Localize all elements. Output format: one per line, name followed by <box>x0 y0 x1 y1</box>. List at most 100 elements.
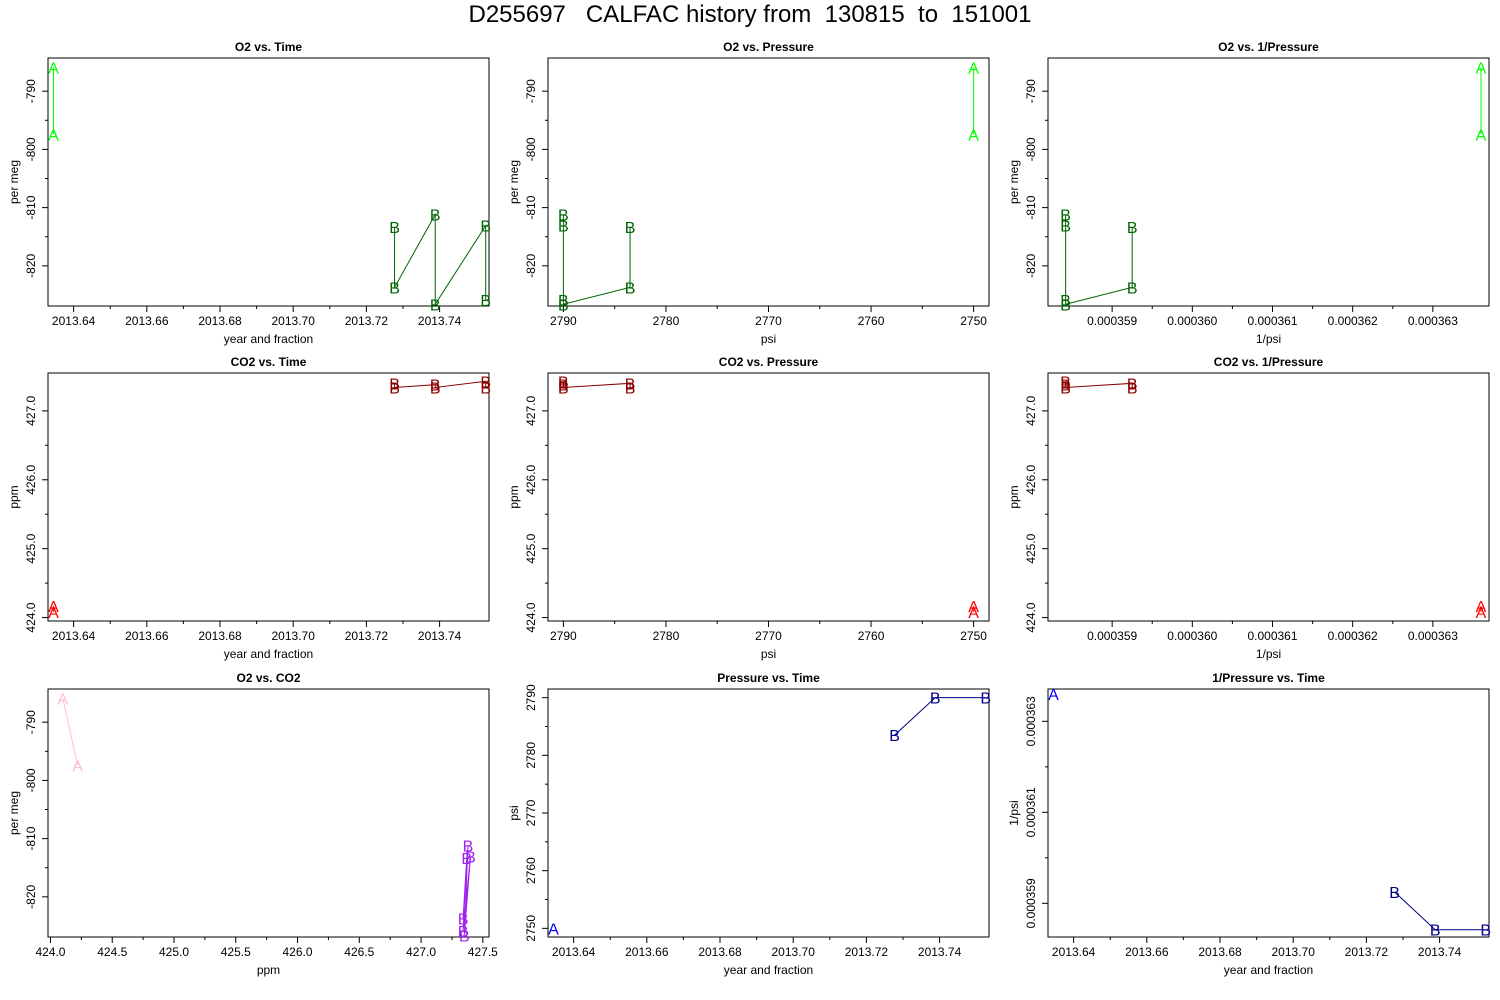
x-tick-label: 2013.68 <box>198 314 242 328</box>
y-tick-label: 2760 <box>524 857 538 884</box>
series-line <box>562 214 631 305</box>
data-point-marker: A <box>968 605 979 622</box>
y-tick-label: 2780 <box>524 742 538 769</box>
y-tick-label: -810 <box>24 826 38 850</box>
x-tick-label: 2013.70 <box>272 629 316 643</box>
chart-panel: O2 vs. Time 2013.64 2013.66 2013.68 2013.70 2… <box>7 40 491 346</box>
y-tick-label: 426.0 <box>1024 464 1038 494</box>
x-tick-label: 2013.74 <box>418 314 462 328</box>
series-line <box>462 845 471 936</box>
data-point-marker: B <box>430 297 441 314</box>
x-tick-label: 0.000359 <box>1087 629 1137 643</box>
data-point-marker: B <box>461 851 472 868</box>
y-tick-label: 425.0 <box>1024 533 1038 563</box>
data-point-marker: B <box>458 924 469 941</box>
x-axis-label: year and fraction <box>224 332 313 346</box>
plot-frame <box>47 57 490 307</box>
x-tick-label: 2013.64 <box>552 945 596 959</box>
y-tick-label: -820 <box>24 254 38 278</box>
data-point-marker: B <box>430 378 441 395</box>
y-tick-label: 2790 <box>524 684 538 711</box>
series-line <box>562 381 631 388</box>
x-tick-label: 2013.66 <box>625 945 669 959</box>
y-tick-label: 0.000361 <box>1024 787 1038 837</box>
data-point-marker: B <box>1127 280 1138 297</box>
data-point-marker: B <box>558 297 569 314</box>
x-tick-label: 427.0 <box>406 945 436 959</box>
chart-title: O2 vs. Pressure <box>723 40 814 54</box>
chart-title: O2 vs. CO2 <box>236 671 300 685</box>
y-tick-label: 424.0 <box>1024 602 1038 632</box>
y-tick-label: -800 <box>24 137 38 161</box>
x-tick-label: 2780 <box>653 629 680 643</box>
y-tick-label: 0.000359 <box>1024 878 1038 928</box>
series-line <box>394 380 487 389</box>
x-axis-label: 1/psi <box>1256 647 1281 661</box>
data-point-marker: A <box>1476 127 1487 144</box>
x-tick-label: 425.5 <box>221 945 251 959</box>
data-point-marker: B <box>625 376 636 393</box>
data-point-marker: B <box>1060 219 1071 236</box>
data-point-marker: B <box>1060 374 1071 391</box>
data-point-marker: A <box>968 60 979 77</box>
data-point-marker: B <box>1127 220 1138 237</box>
y-tick-label: 427.0 <box>24 396 38 426</box>
data-point-marker: B <box>458 911 469 928</box>
x-tick-label: 2760 <box>858 629 885 643</box>
x-tick-label: 2013.66 <box>125 314 169 328</box>
x-axis-label: psi <box>761 647 776 661</box>
y-tick-label: -800 <box>524 137 538 161</box>
data-point-marker: B <box>558 378 569 395</box>
x-tick-label: 427.5 <box>468 945 498 959</box>
y-axis-label: psi <box>507 805 521 820</box>
plot-frame <box>547 688 990 938</box>
x-axis-label: 1/psi <box>1256 332 1281 346</box>
x-tick-label: 2760 <box>858 314 885 328</box>
chart-panel: O2 vs. CO2 424.0 424.5 425.0 425.5 426.0 426.5… <box>7 671 498 977</box>
x-tick-label: 0.000362 <box>1328 629 1378 643</box>
x-tick-label: 0.000363 <box>1408 629 1458 643</box>
chart-title: CO2 vs. Time <box>231 355 307 369</box>
x-tick-label: 426.5 <box>344 945 374 959</box>
series-line <box>62 698 79 766</box>
data-point-marker: B <box>480 374 491 391</box>
data-point-marker: B <box>389 280 400 297</box>
page-title: D255697 CALFAC history from 130815 to 15… <box>468 1 1032 28</box>
x-tick-label: 424.0 <box>35 945 65 959</box>
data-point-marker: A <box>72 758 83 775</box>
y-tick-label: 427.0 <box>1024 396 1038 426</box>
data-point-marker: A <box>1476 599 1487 616</box>
x-tick-label: 0.000360 <box>1167 314 1217 328</box>
x-tick-label: 2013.64 <box>1052 945 1096 959</box>
data-point-marker: A <box>48 60 59 77</box>
x-tick-label: 2790 <box>550 314 577 328</box>
chart-panel: CO2 vs. Time 2013.64 2013.66 2013.68 2013.70… <box>7 355 491 661</box>
plot-frame <box>47 688 490 938</box>
series-line <box>394 212 487 306</box>
data-point-marker: B <box>1430 923 1441 940</box>
x-tick-label: 2013.66 <box>1125 945 1169 959</box>
plot-frame <box>547 372 990 622</box>
data-point-marker: B <box>558 219 569 236</box>
data-point-marker: B <box>625 220 636 237</box>
data-point-marker: B <box>558 380 569 397</box>
data-point-marker: B <box>430 380 441 397</box>
data-point-marker: B <box>558 293 569 310</box>
x-tick-label: 0.000362 <box>1328 314 1378 328</box>
plot-frame <box>547 57 990 307</box>
data-point-marker: A <box>48 599 59 616</box>
data-point-marker: A <box>1476 60 1487 77</box>
chart-title: CO2 vs. 1/Pressure <box>1214 355 1324 369</box>
y-tick-label: -810 <box>524 195 538 219</box>
plot-frame <box>1047 688 1490 938</box>
data-point-marker: B <box>389 376 400 393</box>
y-tick-label: 426.0 <box>24 464 38 494</box>
x-tick-label: 0.000363 <box>1408 314 1458 328</box>
data-point-marker: B <box>1060 378 1071 395</box>
x-tick-label: 2750 <box>960 314 987 328</box>
data-point-marker: B <box>480 219 491 236</box>
x-tick-label: 2770 <box>755 629 782 643</box>
x-tick-label: 2790 <box>550 629 577 643</box>
data-point-marker: B <box>625 280 636 297</box>
